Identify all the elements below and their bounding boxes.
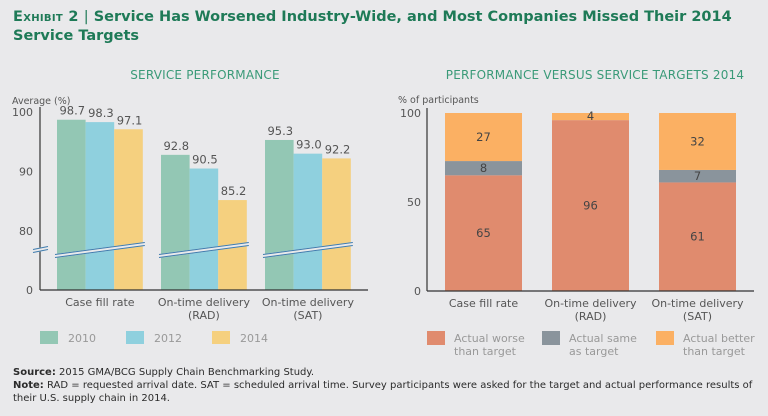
- legend-swatch-2014: [212, 331, 230, 344]
- segment-value-label: 7: [694, 169, 701, 183]
- title-separator: |: [83, 9, 89, 25]
- bar-value-label: 98.7: [59, 104, 85, 118]
- footnote: Note: RAD = requested arrival date. SAT …: [13, 379, 758, 405]
- legend-swatch-2: [656, 331, 674, 345]
- segment-value-label: 96: [583, 199, 598, 213]
- source-label: Source:: [13, 367, 56, 378]
- exhibit-label: Exhibit 2: [13, 9, 79, 25]
- exhibit-title: Exhibit 2 | Service Has Worsened Industr…: [13, 8, 753, 46]
- bar-value-label: 90.5: [192, 153, 218, 167]
- right-y-tick-label: 0: [414, 285, 421, 298]
- stacked-bar-segment: [659, 113, 736, 170]
- note-text: RAD = requested arrival date. SAT = sche…: [13, 380, 753, 404]
- left-x-category-label: On-time delivery: [262, 296, 355, 309]
- source-text: 2015 GMA/BCG Supply Chain Benchmarking S…: [59, 367, 315, 378]
- right-y-tick-label: 50: [407, 196, 421, 209]
- segment-value-label: 8: [480, 161, 487, 175]
- stacked-bar-segment: [445, 113, 522, 162]
- stacked-bar-segment: [659, 169, 736, 183]
- axis-break-line-bottom-2: [262, 245, 353, 258]
- right-x-category-label: (RAD): [575, 310, 607, 323]
- stacked-bar-segment: [445, 175, 522, 291]
- legend-label: Actual better: [683, 332, 755, 345]
- y-axis-break-gap: [32, 246, 49, 253]
- axis-break-line-top-1: [158, 242, 249, 255]
- left-x-category-label: Case fill rate: [65, 296, 135, 309]
- bar-value-label: 92.8: [163, 139, 189, 153]
- segment-value-label: 27: [476, 130, 491, 144]
- source-note: Source: 2015 GMA/BCG Supply Chain Benchm…: [13, 366, 314, 379]
- legend-swatch-2012: [126, 331, 144, 344]
- segment-value-label: 65: [476, 226, 491, 240]
- segment-value-label: 61: [690, 230, 705, 244]
- legend-swatch-0: [427, 331, 445, 345]
- bar-2014-0: [114, 129, 143, 290]
- axis-break-line-bottom-0: [54, 245, 145, 258]
- left-y-tick-label: 0: [26, 284, 33, 297]
- stacked-bar-segment: [552, 113, 629, 121]
- stacked-bar-segment: [659, 182, 736, 291]
- y-axis-break-bottom: [32, 249, 49, 253]
- axis-break-line-top-2: [262, 242, 353, 255]
- segment-value-label: 32: [690, 134, 705, 148]
- title-text: Service Has Worsened Industry-Wide, and …: [13, 9, 732, 44]
- right-chart-title: PERFORMANCE VERSUS SERVICE TARGETS 2014: [445, 68, 745, 82]
- left-y-tick-label: 80: [19, 225, 33, 238]
- bar-value-label: 85.2: [221, 184, 247, 198]
- bar-2014-2: [322, 158, 351, 290]
- legend-label: Actual worse: [454, 332, 525, 345]
- legend-swatch-2010: [40, 331, 58, 344]
- legend-label: as target: [569, 345, 619, 358]
- legend-label-2012: 2012: [154, 332, 182, 345]
- legend-label: Actual same: [569, 332, 637, 345]
- right-x-category-label: On-time delivery: [651, 297, 744, 310]
- axis-break-gap-0: [54, 242, 146, 258]
- right-x-category-label: Case fill rate: [449, 297, 519, 310]
- bar-value-label: 92.2: [325, 142, 351, 156]
- axis-break-line-top-0: [54, 242, 145, 255]
- bar-2012-0: [85, 122, 115, 291]
- legend-label: than target: [683, 345, 746, 358]
- left-x-category-label: (SAT): [293, 309, 322, 322]
- bar-2010-2: [265, 139, 294, 290]
- axis-break-gap-1: [158, 242, 250, 258]
- left-y-axis-label: Average (%): [12, 96, 70, 107]
- bar-2010-1: [161, 154, 190, 290]
- left-y-tick-label: 90: [19, 166, 33, 179]
- bar-value-label: 98.3: [88, 106, 114, 120]
- stacked-bar-segment: [552, 120, 629, 292]
- bar-2010-0: [57, 119, 86, 290]
- axis-break-line-bottom-1: [158, 245, 249, 258]
- right-x-category-label: On-time delivery: [544, 297, 637, 310]
- bar-value-label: 93.0: [296, 138, 322, 152]
- segment-value-label: 4: [587, 109, 594, 123]
- left-chart-title: SERVICE PERFORMANCE: [130, 68, 280, 82]
- left-y-tick-label: 100: [12, 106, 33, 119]
- legend-swatch-1: [542, 331, 560, 345]
- stacked-bar-segment: [445, 161, 522, 176]
- right-x-category-label: (SAT): [683, 310, 712, 323]
- left-x-category-label: On-time delivery: [158, 296, 251, 309]
- legend-label-2010: 2010: [68, 332, 96, 345]
- right-y-axis-label: % of participants: [398, 95, 479, 106]
- note-label: Note:: [13, 380, 44, 391]
- right-y-tick-label: 100: [400, 107, 421, 120]
- bar-value-label: 97.1: [117, 113, 143, 127]
- y-axis-break-top: [32, 246, 49, 250]
- legend-label: than target: [454, 345, 517, 358]
- bar-2012-2: [293, 153, 323, 290]
- left-x-category-label: (RAD): [188, 309, 220, 322]
- bar-2012-1: [189, 168, 219, 290]
- bar-value-label: 95.3: [267, 124, 293, 138]
- axis-break-gap-2: [262, 242, 354, 258]
- legend-label-2014: 2014: [240, 332, 268, 345]
